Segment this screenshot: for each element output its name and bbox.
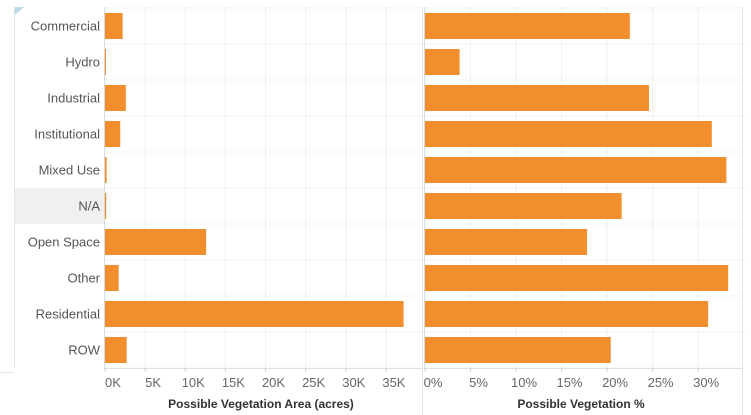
- bar-area-institutional[interactable]: [105, 121, 121, 147]
- tick-label: 0%: [424, 375, 443, 390]
- bar-area-row[interactable]: [105, 337, 127, 363]
- category-label: Institutional: [34, 127, 100, 142]
- bar-percent-residential[interactable]: [425, 301, 709, 327]
- tick-label: 25%: [648, 375, 674, 390]
- tick-label: 20K: [262, 375, 285, 390]
- tick-label: 15K: [222, 375, 245, 390]
- bar-area-n-a[interactable]: [105, 193, 107, 219]
- tick-label: 25K: [302, 375, 325, 390]
- category-label: Open Space: [28, 235, 100, 250]
- bars: [105, 13, 729, 363]
- tick-label: 35K: [382, 375, 405, 390]
- x-axis-title-area: Possible Vegetation Area (acres): [168, 397, 354, 411]
- row-highlight: [14, 188, 104, 224]
- tick-label: 15%: [557, 375, 583, 390]
- tick-label: 0K: [105, 375, 121, 390]
- tick-label: 5%: [469, 375, 488, 390]
- category-label: ROW: [68, 343, 101, 358]
- category-labels: Commercial Hydro Industrial Institutional Mi…: [28, 19, 101, 358]
- bar-area-residential[interactable]: [105, 301, 404, 327]
- category-label: Other: [67, 271, 100, 286]
- bar-area-open-space[interactable]: [105, 229, 207, 255]
- axes: 0K 5K 10K 15K 20K 25K 30K 35K 0% 5% 10% 15% 20% 25% 30…: [0, 7, 743, 415]
- tick-label: 30K: [342, 375, 365, 390]
- bar-percent-n-a[interactable]: [425, 193, 622, 219]
- tick-label: 30%: [693, 375, 719, 390]
- category-label: Hydro: [65, 55, 100, 70]
- category-label: Mixed Use: [39, 163, 100, 178]
- bar-percent-other[interactable]: [425, 265, 729, 291]
- category-label: Industrial: [47, 91, 100, 106]
- bar-percent-commercial[interactable]: [425, 13, 630, 39]
- tick-label: 5K: [145, 375, 161, 390]
- tick-label: 10K: [182, 375, 205, 390]
- bar-percent-mixed-use[interactable]: [425, 157, 727, 183]
- bar-percent-row[interactable]: [425, 337, 611, 363]
- bar-area-other[interactable]: [105, 265, 119, 291]
- bar-area-hydro[interactable]: [105, 49, 106, 75]
- corner-marker: [14, 7, 24, 16]
- category-label: Commercial: [31, 19, 100, 34]
- tick-label: 10%: [511, 375, 537, 390]
- bar-area-mixed-use[interactable]: [105, 157, 107, 183]
- bar-area-commercial[interactable]: [105, 13, 123, 39]
- bar-percent-hydro[interactable]: [425, 49, 460, 75]
- tick-label: 20%: [602, 375, 628, 390]
- category-label: Residential: [36, 307, 100, 322]
- bar-percent-open-space[interactable]: [425, 229, 588, 255]
- category-label: N/A: [78, 199, 100, 214]
- highlight-row-na: [14, 188, 104, 224]
- bar-percent-institutional[interactable]: [425, 121, 712, 147]
- bar-area-industrial[interactable]: [105, 85, 126, 111]
- x-axis-title-percent: Possible Vegetation %: [517, 397, 645, 411]
- bar-percent-industrial[interactable]: [425, 85, 649, 111]
